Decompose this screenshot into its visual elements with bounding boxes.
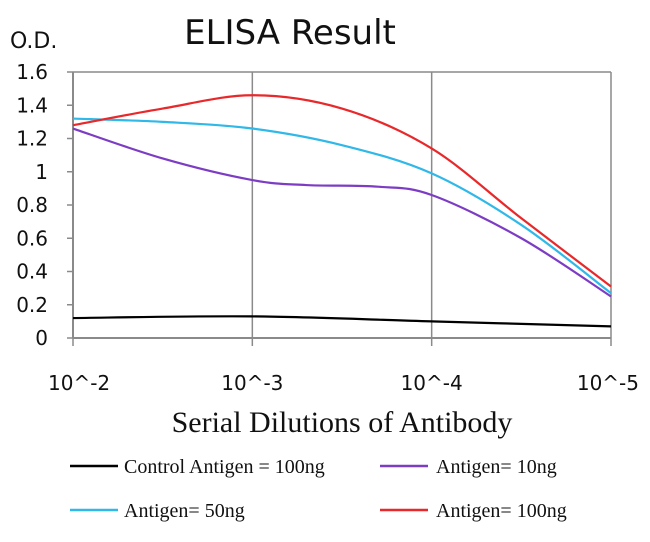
grid xyxy=(73,71,612,338)
chart-title: ELISA Result xyxy=(184,13,396,53)
series-line-2 xyxy=(72,117,612,294)
y-tick-label: 0.6 xyxy=(16,226,48,250)
x-axis-label: Serial Dilutions of Antibody xyxy=(172,406,513,439)
series-lines xyxy=(72,94,612,328)
y-tick-label: 0.8 xyxy=(16,193,48,217)
y-axis-label: O.D. xyxy=(10,29,57,54)
x-tick-label: 10^-3 xyxy=(221,371,283,395)
x-tick-label: 10^-4 xyxy=(401,371,463,395)
legend-label: Control Antigen = 100ng xyxy=(124,456,325,478)
series-line-1 xyxy=(72,127,612,298)
y-tick-label: 0 xyxy=(35,326,48,350)
y-tick-labels: 0 0.2 0.4 0.6 0.8 1 1.2 1.4 1.6 xyxy=(16,60,48,350)
axes xyxy=(67,71,612,346)
y-tick-label: 1.6 xyxy=(16,60,48,84)
x-tick-label: 10^-2 xyxy=(48,371,110,395)
legend-label: Antigen= 100ng xyxy=(436,500,567,522)
x-tick-label: 10^-5 xyxy=(577,371,639,395)
legend: Control Antigen = 100ng Antigen= 10ng Anti… xyxy=(70,456,567,522)
y-tick-label: 1 xyxy=(35,160,48,184)
series-line-0 xyxy=(72,315,612,328)
y-tick-label: 0.2 xyxy=(16,293,48,317)
y-tick-label: 1.2 xyxy=(16,127,48,151)
y-tick-label: 0.4 xyxy=(16,260,48,284)
legend-label: Antigen= 10ng xyxy=(436,456,557,478)
series-line-3 xyxy=(72,94,612,288)
x-tick-labels: 10^-2 10^-3 10^-4 10^-5 xyxy=(48,371,639,395)
y-tick-label: 1.4 xyxy=(16,93,48,117)
legend-label: Antigen= 50ng xyxy=(124,500,245,522)
